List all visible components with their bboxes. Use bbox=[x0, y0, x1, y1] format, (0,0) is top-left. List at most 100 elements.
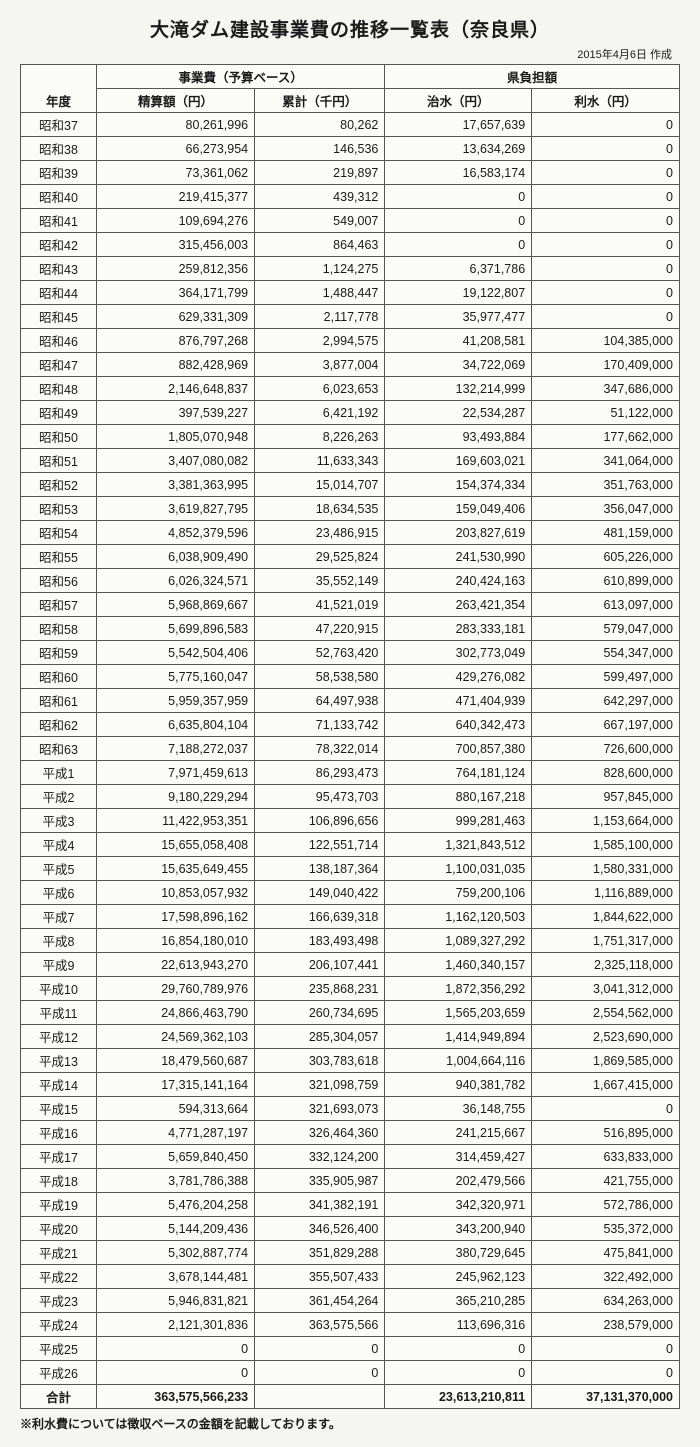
cell-a: 109,694,276 bbox=[97, 209, 255, 233]
cell-d: 0 bbox=[532, 113, 680, 137]
cell-c: 880,167,218 bbox=[385, 785, 532, 809]
cell-d: 572,786,000 bbox=[532, 1193, 680, 1217]
table-row: 昭和595,542,504,40652,763,420302,773,04955… bbox=[21, 641, 680, 665]
cell-year: 昭和60 bbox=[21, 665, 97, 689]
cell-year: 昭和46 bbox=[21, 329, 97, 353]
table-row: 昭和47882,428,9693,877,00434,722,069170,40… bbox=[21, 353, 680, 377]
cell-c: 19,122,807 bbox=[385, 281, 532, 305]
cell-a: 29,760,789,976 bbox=[97, 977, 255, 1001]
cell-a: 5,968,869,667 bbox=[97, 593, 255, 617]
table-row: 平成311,422,953,351106,896,656999,281,4631… bbox=[21, 809, 680, 833]
table-row: 昭和46876,797,2682,994,57541,208,581104,38… bbox=[21, 329, 680, 353]
cell-year: 平成14 bbox=[21, 1073, 97, 1097]
cell-year: 平成15 bbox=[21, 1097, 97, 1121]
cell-d: 104,385,000 bbox=[532, 329, 680, 353]
cell-d: 170,409,000 bbox=[532, 353, 680, 377]
cell-c: 1,162,120,503 bbox=[385, 905, 532, 929]
cell-c: 6,371,786 bbox=[385, 257, 532, 281]
table-row: 平成250000 bbox=[21, 1337, 680, 1361]
cell-year: 平成2 bbox=[21, 785, 97, 809]
cell-year: 平成18 bbox=[21, 1169, 97, 1193]
cell-a: 2,121,301,836 bbox=[97, 1313, 255, 1337]
cell-b: 260,734,695 bbox=[255, 1001, 385, 1025]
cell-year: 昭和50 bbox=[21, 425, 97, 449]
cell-year: 昭和42 bbox=[21, 233, 97, 257]
cell-c: 159,049,406 bbox=[385, 497, 532, 521]
cell-c: 1,565,203,659 bbox=[385, 1001, 532, 1025]
cell-a: 397,539,227 bbox=[97, 401, 255, 425]
cell-c: 23,613,210,811 bbox=[385, 1385, 532, 1409]
cell-a: 876,797,268 bbox=[97, 329, 255, 353]
cell-b: 3,877,004 bbox=[255, 353, 385, 377]
cell-a: 17,315,141,164 bbox=[97, 1073, 255, 1097]
cell-year: 昭和40 bbox=[21, 185, 97, 209]
table-row: 平成1417,315,141,164321,098,759940,381,782… bbox=[21, 1073, 680, 1097]
cell-year: 昭和48 bbox=[21, 377, 97, 401]
cell-b: 341,382,191 bbox=[255, 1193, 385, 1217]
cell-a: 24,866,463,790 bbox=[97, 1001, 255, 1025]
cell-year: 昭和49 bbox=[21, 401, 97, 425]
cell-b: 95,473,703 bbox=[255, 785, 385, 809]
cell-year: 平成12 bbox=[21, 1025, 97, 1049]
cell-b: 122,551,714 bbox=[255, 833, 385, 857]
table-row: 昭和482,146,648,8376,023,653132,214,999347… bbox=[21, 377, 680, 401]
cell-a: 4,852,379,596 bbox=[97, 521, 255, 545]
header-col4: 利水（円） bbox=[532, 89, 680, 113]
cell-b bbox=[255, 1385, 385, 1409]
cell-c: 0 bbox=[385, 233, 532, 257]
table-row: 平成717,598,896,162166,639,3181,162,120,50… bbox=[21, 905, 680, 929]
cell-year: 平成23 bbox=[21, 1289, 97, 1313]
table-row: 平成223,678,144,481355,507,433245,962,1233… bbox=[21, 1265, 680, 1289]
cell-year: 平成8 bbox=[21, 929, 97, 953]
table-row: 昭和3780,261,99680,26217,657,6390 bbox=[21, 113, 680, 137]
cell-year: 昭和54 bbox=[21, 521, 97, 545]
table-row: 平成205,144,209,436346,526,400343,200,9405… bbox=[21, 1217, 680, 1241]
cell-b: 363,575,566 bbox=[255, 1313, 385, 1337]
cell-c: 700,857,380 bbox=[385, 737, 532, 761]
cell-a: 5,476,204,258 bbox=[97, 1193, 255, 1217]
table-row: 昭和544,852,379,59623,486,915203,827,61948… bbox=[21, 521, 680, 545]
cell-a: 1,805,070,948 bbox=[97, 425, 255, 449]
cell-c: 759,200,106 bbox=[385, 881, 532, 905]
table-row: 昭和615,959,357,95964,497,938471,404,93964… bbox=[21, 689, 680, 713]
cell-a: 6,026,324,571 bbox=[97, 569, 255, 593]
cell-c: 0 bbox=[385, 1361, 532, 1385]
table-row: 昭和575,968,869,66741,521,019263,421,35461… bbox=[21, 593, 680, 617]
cell-a: 2,146,648,837 bbox=[97, 377, 255, 401]
table-row: 平成1029,760,789,976235,868,2311,872,356,2… bbox=[21, 977, 680, 1001]
table-row: 平成183,781,786,388335,905,987202,479,5664… bbox=[21, 1169, 680, 1193]
cell-d: 516,895,000 bbox=[532, 1121, 680, 1145]
cell-b: 8,226,263 bbox=[255, 425, 385, 449]
cell-c: 169,603,021 bbox=[385, 449, 532, 473]
cell-b: 52,763,420 bbox=[255, 641, 385, 665]
table-row: 平成610,853,057,932149,040,422759,200,1061… bbox=[21, 881, 680, 905]
cell-a: 882,428,969 bbox=[97, 353, 255, 377]
cell-c: 202,479,566 bbox=[385, 1169, 532, 1193]
cell-c: 16,583,174 bbox=[385, 161, 532, 185]
cell-year: 平成10 bbox=[21, 977, 97, 1001]
cell-b: 351,829,288 bbox=[255, 1241, 385, 1265]
cell-d: 1,153,664,000 bbox=[532, 809, 680, 833]
cell-a: 3,678,144,481 bbox=[97, 1265, 255, 1289]
cell-b: 1,488,447 bbox=[255, 281, 385, 305]
cell-a: 5,302,887,774 bbox=[97, 1241, 255, 1265]
cell-a: 5,659,840,450 bbox=[97, 1145, 255, 1169]
cell-d: 642,297,000 bbox=[532, 689, 680, 713]
cell-c: 1,460,340,157 bbox=[385, 953, 532, 977]
cell-d: 1,667,415,000 bbox=[532, 1073, 680, 1097]
cell-d: 0 bbox=[532, 185, 680, 209]
table-row: 昭和49397,539,2276,421,19222,534,28751,122… bbox=[21, 401, 680, 425]
cell-year: 平成9 bbox=[21, 953, 97, 977]
cell-d: 1,869,585,000 bbox=[532, 1049, 680, 1073]
header-col1: 精算額（円） bbox=[97, 89, 255, 113]
cell-d: 0 bbox=[532, 137, 680, 161]
cell-b: 219,897 bbox=[255, 161, 385, 185]
cell-year: 昭和58 bbox=[21, 617, 97, 641]
data-table: 事業費（予算ベース） 県負担額 年度 精算額（円） 累計（千円） 治水（円） 利… bbox=[20, 64, 680, 1409]
cell-year: 昭和47 bbox=[21, 353, 97, 377]
cell-a: 15,655,058,408 bbox=[97, 833, 255, 857]
cell-d: 347,686,000 bbox=[532, 377, 680, 401]
cell-b: 6,421,192 bbox=[255, 401, 385, 425]
cell-b: 146,536 bbox=[255, 137, 385, 161]
cell-year: 昭和41 bbox=[21, 209, 97, 233]
